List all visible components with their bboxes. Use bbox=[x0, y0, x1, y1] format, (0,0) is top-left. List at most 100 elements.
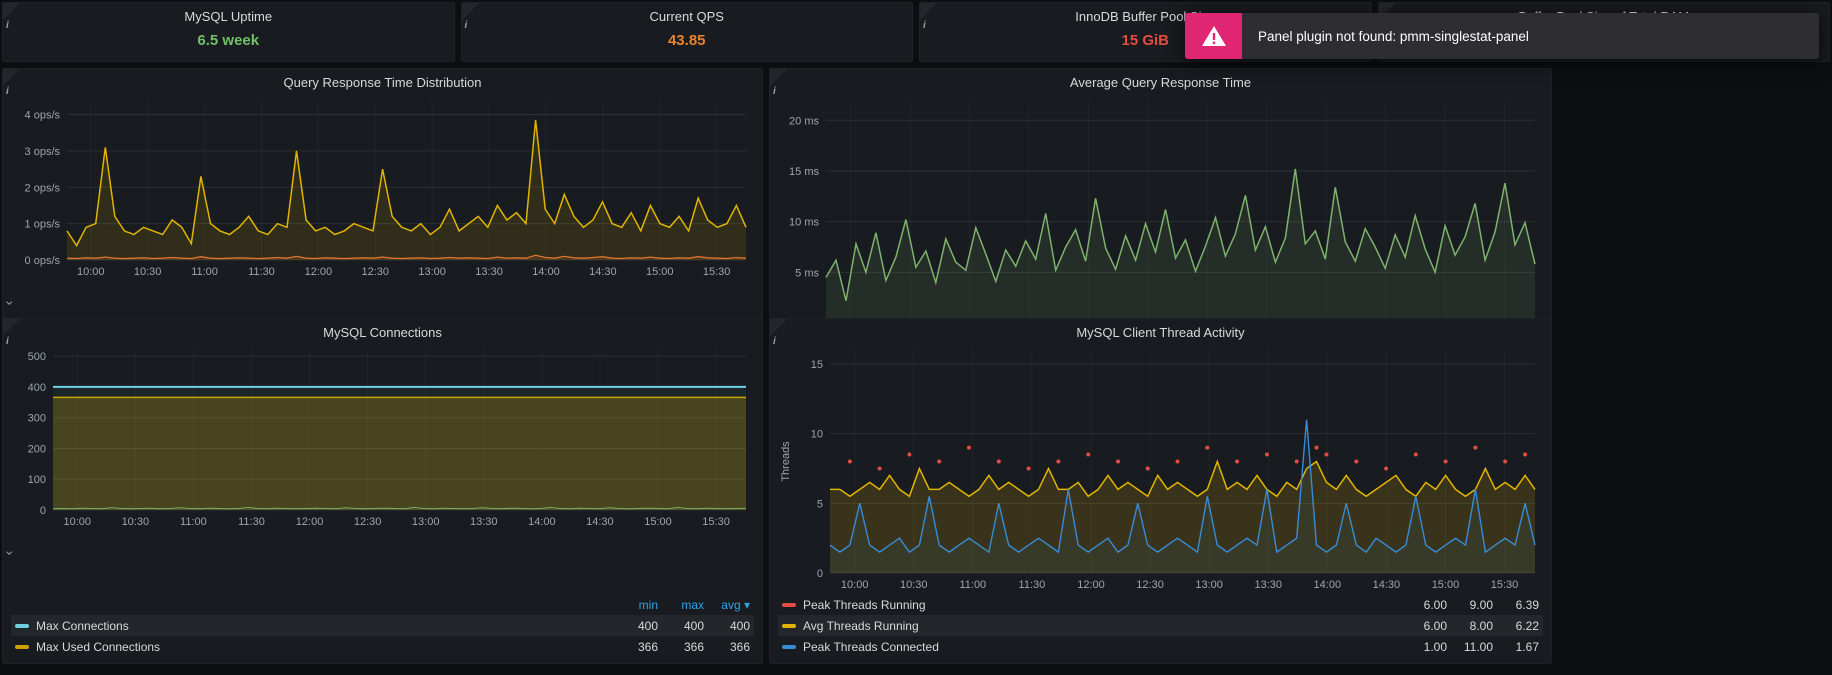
svg-text:10:00: 10:00 bbox=[841, 579, 869, 591]
svg-text:14:00: 14:00 bbox=[528, 516, 556, 528]
warning-triangle-icon bbox=[1185, 13, 1242, 59]
charts-row-connections: i MySQL Connections 10:00 10:30 11:00 11:30… bbox=[2, 318, 1830, 664]
legend-item[interactable]: Peak Threads Running 6.00 9.00 6.39 bbox=[778, 594, 1543, 615]
chart-mysql-client-thread-activity: 10:00 10:30 11:00 11:30 12:00 12:30 13:00 13:30… bbox=[778, 342, 1543, 593]
legend-value: 366 bbox=[637, 639, 658, 654]
chart-query-response-time-distribution: 10:00 10:30 11:00 11:30 12:00 12:30 13:00 13:30… bbox=[11, 92, 754, 322]
svg-text:15:00: 15:00 bbox=[1432, 579, 1460, 591]
legend-header: min max avg ▾ bbox=[11, 594, 754, 615]
svg-text:500: 500 bbox=[28, 351, 46, 363]
legend: Peak Threads Running 6.00 9.00 6.39 Avg Thre… bbox=[778, 593, 1543, 659]
svg-text:13:30: 13:30 bbox=[470, 516, 498, 528]
legend-item[interactable]: Peak Threads Connected 1.00 11.00 1.67 bbox=[778, 636, 1543, 657]
svg-text:12:00: 12:00 bbox=[1077, 579, 1105, 591]
legend-value: 1.00 bbox=[1423, 639, 1447, 654]
series-name: Peak Threads Running bbox=[803, 597, 926, 612]
svg-text:5 ms: 5 ms bbox=[795, 267, 819, 279]
legend-item[interactable]: Max Used Connections 366 366 366 bbox=[11, 636, 754, 657]
series-color-swatch bbox=[15, 644, 29, 649]
svg-text:10:00: 10:00 bbox=[77, 266, 105, 278]
svg-text:15:30: 15:30 bbox=[702, 516, 730, 528]
chart-plot-area[interactable]: 10:0010:3011:0011:3012:0012:3013:0013:30… bbox=[778, 92, 1543, 343]
svg-text:14:00: 14:00 bbox=[1314, 579, 1342, 591]
svg-text:10:30: 10:30 bbox=[122, 516, 150, 528]
toast-message: Panel plugin not found: pmm-singlestat-p… bbox=[1242, 13, 1819, 59]
svg-text:100: 100 bbox=[28, 474, 46, 486]
svg-text:10 ms: 10 ms bbox=[789, 217, 819, 229]
chart-average-query-response-time: 10:0010:3011:0011:3012:0012:3013:0013:30… bbox=[778, 92, 1543, 343]
legend-item[interactable]: Avg Threads Running 6.00 8.00 6.22 bbox=[778, 615, 1543, 636]
legend-sort-column[interactable]: avg ▾ bbox=[721, 597, 750, 612]
svg-text:15:30: 15:30 bbox=[703, 266, 731, 278]
svg-text:10:30: 10:30 bbox=[900, 579, 928, 591]
panel-info-icon[interactable]: i bbox=[770, 319, 787, 347]
svg-text:10:30: 10:30 bbox=[134, 266, 162, 278]
stat-panel-title[interactable]: MySQL Uptime bbox=[184, 9, 273, 24]
svg-text:14:30: 14:30 bbox=[586, 516, 614, 528]
info-icon: i bbox=[773, 86, 776, 97]
svg-text:14:30: 14:30 bbox=[1373, 579, 1401, 591]
svg-text:300: 300 bbox=[28, 413, 46, 425]
svg-text:4 ops/s: 4 ops/s bbox=[25, 110, 61, 122]
svg-text:1 ops/s: 1 ops/s bbox=[25, 219, 61, 231]
svg-text:15:00: 15:00 bbox=[646, 266, 674, 278]
legend-value: 11.00 bbox=[1463, 639, 1493, 654]
stat-value: 6.5 week bbox=[197, 32, 260, 49]
svg-text:200: 200 bbox=[28, 443, 46, 455]
svg-text:5: 5 bbox=[817, 498, 823, 510]
panel-title[interactable]: MySQL Client Thread Activity bbox=[1076, 325, 1245, 340]
stat-value: 15 GiB bbox=[1121, 32, 1170, 49]
panel-info-icon[interactable]: i bbox=[770, 69, 787, 97]
legend-value: 400 bbox=[729, 618, 750, 633]
svg-text:0: 0 bbox=[817, 568, 823, 580]
svg-text:13:00: 13:00 bbox=[412, 516, 440, 528]
series-name: Max Connections bbox=[36, 618, 129, 633]
svg-text:0 ops/s: 0 ops/s bbox=[25, 255, 61, 267]
info-icon: i bbox=[923, 20, 926, 31]
panel-info-icon[interactable]: i bbox=[920, 3, 937, 31]
chart-mysql-connections: 10:00 10:30 11:00 11:30 12:00 12:30 13:00 13:30… bbox=[11, 342, 754, 593]
svg-text:13:00: 13:00 bbox=[418, 266, 446, 278]
svg-text:11:30: 11:30 bbox=[248, 266, 275, 278]
series-color-swatch bbox=[782, 644, 796, 649]
series-name: Peak Threads Connected bbox=[803, 639, 939, 654]
info-icon: i bbox=[6, 20, 9, 31]
svg-text:12:30: 12:30 bbox=[354, 516, 382, 528]
chevron-down-icon: › bbox=[2, 300, 19, 306]
panel-info-icon[interactable]: i bbox=[461, 3, 479, 31]
svg-text:13:30: 13:30 bbox=[475, 266, 503, 278]
legend-value: 1.67 bbox=[1515, 639, 1539, 654]
legend-value: 8.00 bbox=[1469, 618, 1493, 633]
panel-info-icon[interactable]: i bbox=[3, 69, 20, 97]
dashboard: i MySQL Uptime 6.5 week i Current QPS 43… bbox=[2, 2, 1830, 664]
svg-text:11:00: 11:00 bbox=[180, 516, 207, 528]
legend-value: 9.00 bbox=[1469, 597, 1493, 612]
legend-sort-column[interactable]: min bbox=[638, 597, 658, 612]
panel-info-icon[interactable]: i bbox=[3, 3, 20, 31]
legend-sort-column[interactable]: max bbox=[681, 597, 704, 612]
panel-title[interactable]: Average Query Response Time bbox=[1069, 75, 1252, 90]
panel-info-icon[interactable]: i bbox=[3, 319, 20, 347]
panel-title[interactable]: MySQL Connections bbox=[323, 325, 442, 340]
legend-item[interactable]: Max Connections 400 400 400 bbox=[11, 615, 754, 636]
panel-title[interactable]: Query Response Time Distribution bbox=[283, 75, 482, 90]
series-color-swatch bbox=[782, 602, 796, 607]
series-name: Max Used Connections bbox=[36, 639, 161, 654]
error-toast[interactable]: Panel plugin not found: pmm-singlestat-p… bbox=[1185, 13, 1819, 59]
panel-mysql-connections: i MySQL Connections 10:00 10:30 11:00 11:30… bbox=[2, 318, 763, 664]
svg-text:11:00: 11:00 bbox=[191, 266, 218, 278]
legend-value: 6.22 bbox=[1515, 618, 1539, 633]
stat-panel-title[interactable]: Current QPS bbox=[649, 9, 724, 24]
stat-panel-title[interactable]: InnoDB Buffer Pool Size bbox=[1075, 9, 1216, 24]
legend-value: 400 bbox=[683, 618, 704, 633]
svg-text:13:00: 13:00 bbox=[1195, 579, 1223, 591]
svg-text:15 ms: 15 ms bbox=[789, 166, 819, 178]
svg-text:12:30: 12:30 bbox=[1136, 579, 1164, 591]
stat-panel-mysql-uptime: i MySQL Uptime 6.5 week bbox=[2, 2, 455, 62]
svg-text:10:00: 10:00 bbox=[63, 516, 91, 528]
stat-panel-current-qps: i Current QPS 43.85 bbox=[460, 2, 913, 62]
series-color-swatch bbox=[15, 623, 29, 628]
